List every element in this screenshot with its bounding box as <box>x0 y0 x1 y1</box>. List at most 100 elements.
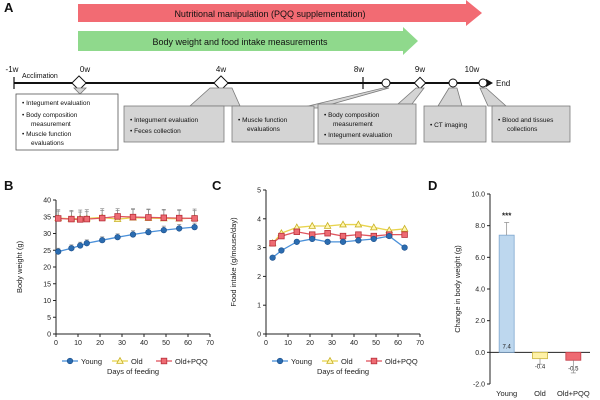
panel-a: A Nutritional manipulation (PQQ suppleme… <box>4 0 571 151</box>
y-axis-label: Food intake (g/mouse/day) <box>229 217 238 307</box>
y-tick-label: 3 <box>257 245 261 252</box>
series-old-pqq <box>55 208 198 223</box>
data-point <box>99 214 106 222</box>
x-category-label: Old <box>534 389 546 398</box>
legend-item-old-pqq: Old+PQQ <box>366 357 418 366</box>
bar-young <box>498 234 515 353</box>
y-tick-label: 20 <box>43 265 51 272</box>
data-point <box>401 231 408 238</box>
data-point <box>55 248 62 255</box>
y-axis-label: Change in body weight (g) <box>453 245 462 333</box>
legend-label: Old <box>131 357 143 366</box>
bar-value-label: -0.5 <box>568 366 579 372</box>
event-marker-4w <box>213 75 229 91</box>
y-tick-label: 0 <box>47 332 51 339</box>
callout-pointer-10w <box>479 87 508 107</box>
x-tick-label: 40 <box>140 340 148 347</box>
x-tick-label: 0 <box>54 340 58 347</box>
event-9-5w-item-1: • CT imaging <box>430 122 468 129</box>
data-point <box>68 215 75 223</box>
x-category-label: Old+PQQ <box>557 389 590 398</box>
data-point <box>99 237 106 244</box>
measurement-arrow <box>78 27 418 55</box>
x-tick-label: 10 <box>284 340 292 347</box>
bar-value-label: -0.4 <box>535 365 546 371</box>
panel-label-b: B <box>4 178 13 193</box>
legend-label: Young <box>81 357 102 366</box>
y-tick-label: 2.0 <box>475 318 485 325</box>
y-axis-label: Body weight (g) <box>15 240 24 293</box>
data-point <box>370 235 377 243</box>
y-tick-label: 1 <box>257 303 261 310</box>
panel-b-body-weight: B 0 5 10 15 20 25 30 35 40 0 10 20 30 40 50 60 70 Days of… <box>4 178 214 376</box>
x-tick-label: 20 <box>96 340 104 347</box>
data-point <box>324 229 331 237</box>
data-point <box>269 240 276 247</box>
y-tick-label: 40 <box>43 198 51 205</box>
y-tick-label: 6.0 <box>475 255 485 262</box>
data-point <box>278 247 285 254</box>
data-point <box>309 235 316 243</box>
pqq-supplementation-arrow <box>78 0 482 26</box>
legend-label: Old+PQQ <box>385 357 418 366</box>
panel-d-weight-change: D -2.0 0.0 2.0 4.0 6.0 8.0 10.0 Change in body … <box>428 178 590 398</box>
panel-label-a: A <box>4 0 14 15</box>
event-box-10w <box>491 105 571 143</box>
legend-item-old-pqq: Old+PQQ <box>156 357 208 366</box>
x-tick-label: 60 <box>394 340 402 347</box>
series-line <box>272 223 405 244</box>
event-9w-item-2: • Integument evaluation <box>324 132 392 139</box>
x-tick-label: 10 <box>74 340 82 347</box>
event-box-9w <box>317 103 417 145</box>
event-marker-10w <box>478 78 488 88</box>
x-tick-label: 70 <box>206 340 214 347</box>
legend-marker <box>116 356 124 364</box>
callout-pointer-0w <box>73 87 87 95</box>
x-tick-label: 30 <box>328 340 336 347</box>
timeline-end-arrowhead <box>486 79 493 87</box>
event-4w-item-1: • Integument evaluation <box>130 117 198 124</box>
legend-item-young: Young <box>62 357 102 366</box>
bar-old-pqq <box>565 351 582 361</box>
legend-label: Young <box>291 357 312 366</box>
panel-label-d: D <box>428 178 437 193</box>
x-tick-label: 40 <box>350 340 358 347</box>
data-point <box>324 238 331 245</box>
x-tick-label: 30 <box>118 340 126 347</box>
event-box-8-5w <box>231 105 315 143</box>
data-point <box>355 237 362 244</box>
callout-pointer-9-5w <box>437 87 463 107</box>
bar-old <box>532 351 548 360</box>
event-marker-9-5w <box>448 78 458 88</box>
legend-marker <box>326 356 334 364</box>
series-line <box>272 235 405 259</box>
y-tick-label: 10.0 <box>471 192 485 199</box>
measurement-arrow-label: Body weight and food intake measurements <box>152 37 328 47</box>
y-tick-label: 30 <box>43 231 51 238</box>
y-tick-label: 8.0 <box>475 223 485 230</box>
x-tick-label: 0 <box>264 340 268 347</box>
data-point <box>83 240 90 247</box>
data-point <box>145 214 152 221</box>
callout-pointer-9w <box>396 87 425 105</box>
event-marker-0w <box>71 75 87 91</box>
y-tick-label: 15 <box>43 281 51 288</box>
x-axis-label: Days of feeding <box>317 367 369 376</box>
week-label--1w: -1w <box>6 65 19 74</box>
series-young <box>269 232 408 261</box>
callout-pointer-4w <box>188 87 241 107</box>
data-point <box>401 244 408 251</box>
y-tick-label: 10 <box>43 298 51 305</box>
data-point <box>339 220 347 228</box>
data-point <box>339 238 347 245</box>
data-point <box>160 214 167 221</box>
week-label-9w: 9w <box>415 65 425 74</box>
legend-label: Old <box>341 357 353 366</box>
significance-marker: *** <box>502 212 512 221</box>
data-point <box>269 254 276 261</box>
end-label: End <box>496 79 510 88</box>
legend-marker <box>370 357 378 365</box>
x-tick-label: 50 <box>162 340 170 347</box>
